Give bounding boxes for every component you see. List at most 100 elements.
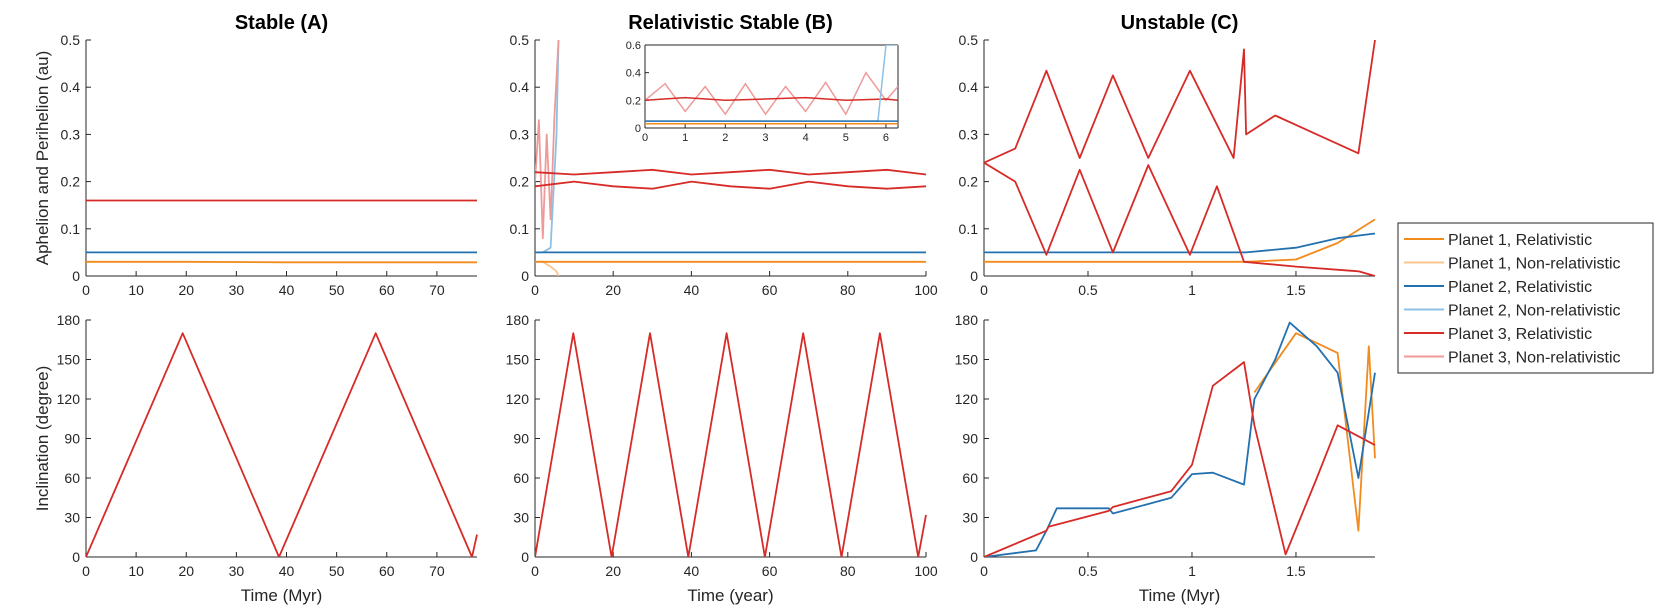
y-tick-label: 30 (64, 510, 80, 526)
legend-label: Planet 1, Relativistic (1448, 232, 1592, 249)
x-tick-label: 6 (883, 132, 889, 144)
y-tick-label: 0 (635, 123, 641, 135)
legend-label: Planet 3, Relativistic (1448, 326, 1592, 343)
x-tick-label: 10 (128, 282, 144, 298)
y-tick-label: 0 (970, 268, 978, 284)
x-tick-label: 0 (980, 563, 988, 579)
x-tick-label: 0.5 (1078, 563, 1098, 579)
x-tick-label: 60 (762, 282, 778, 298)
series-line (984, 218, 1376, 263)
y-tick-label: 60 (962, 470, 978, 486)
series-group (86, 332, 478, 557)
y-tick-label: 0.1 (61, 221, 81, 237)
y-tick-label: 0.3 (959, 126, 979, 142)
y-tick-label: 0.5 (959, 32, 979, 48)
y-axis-label: Inclination (degree) (33, 366, 52, 512)
series-group (86, 199, 477, 264)
y-tick-label: 0.2 (61, 174, 81, 190)
panel-B_bottom: 0 20 40 60 80 100 0 30 60 90 120 150 180 Time (year) (506, 312, 938, 605)
y-tick-label: 0.2 (626, 95, 641, 107)
y-tick-label: 90 (64, 431, 80, 447)
x-tick-label: 10 (128, 563, 144, 579)
series-line (1253, 332, 1376, 532)
x-tick-label: 0 (82, 563, 90, 579)
x-tick-label: 1 (1188, 563, 1196, 579)
x-tick-label: 1.5 (1286, 563, 1306, 579)
y-tick-label: 60 (513, 470, 529, 486)
x-tick-label: 50 (329, 282, 345, 298)
x-tick-label: 40 (279, 563, 295, 579)
x-axis-label: Time (Myr) (241, 586, 323, 605)
y-tick-label: 120 (955, 391, 979, 407)
y-tick-label: 120 (506, 391, 530, 407)
x-tick-label: 0.5 (1078, 282, 1098, 298)
x-tick-label: 30 (229, 563, 245, 579)
legend: Planet 1, Relativistic Planet 1, Non-rela… (1397, 222, 1654, 374)
y-tick-label: 0 (72, 268, 80, 284)
inset-background (645, 45, 898, 128)
y-tick-label: 90 (962, 431, 978, 447)
y-tick-label: 150 (506, 352, 530, 368)
series-line (984, 321, 1376, 557)
y-tick-label: 0 (521, 549, 529, 565)
series-line (984, 39, 1376, 164)
x-tick-label: 20 (605, 563, 621, 579)
series-line (535, 168, 927, 176)
y-tick-label: 0.4 (61, 79, 81, 95)
x-tick-label: 0 (531, 563, 539, 579)
y-tick-label: 0.2 (510, 174, 530, 190)
y-tick-label: 0.4 (626, 68, 641, 80)
x-tick-label: 60 (379, 282, 395, 298)
y-tick-label: 0 (521, 268, 529, 284)
x-tick-label: 1.5 (1286, 282, 1306, 298)
inset-plot: 0 1 2 3 4 5 6 0 0.2 0.4 0.6 (626, 40, 899, 144)
y-tick-label: 0 (970, 549, 978, 565)
x-tick-label: 20 (605, 282, 621, 298)
series-group (984, 321, 1376, 557)
legend-label: Planet 1, Non-relativistic (1448, 256, 1621, 273)
y-tick-label: 150 (57, 352, 81, 368)
series-group (535, 39, 927, 276)
x-tick-label: 40 (684, 563, 700, 579)
y-tick-label: 30 (962, 510, 978, 526)
x-tick-label: 0 (531, 282, 539, 298)
y-tick-label: 0 (72, 549, 80, 565)
x-tick-label: 80 (840, 282, 856, 298)
y-tick-label: 180 (955, 312, 979, 328)
y-tick-label: 0.5 (61, 32, 81, 48)
legend-label: Planet 2, Non-relativistic (1448, 303, 1621, 320)
series-line (984, 361, 1376, 557)
series-line (984, 232, 1376, 254)
series-line (535, 39, 560, 240)
x-tick-label: 2 (722, 132, 728, 144)
y-tick-label: 0.5 (510, 32, 530, 48)
x-tick-label: 20 (178, 282, 194, 298)
panel-title: Relativistic Stable (B) (628, 12, 833, 34)
y-tick-label: 120 (57, 391, 81, 407)
x-axis-label: Time (year) (687, 586, 773, 605)
x-tick-label: 30 (229, 282, 245, 298)
panel-B_top: 0 20 40 60 80 10000.10.20.30.40.5Relativistic… (510, 12, 938, 298)
y-tick-label: 180 (57, 312, 81, 328)
x-tick-label: 70 (429, 282, 445, 298)
series-line (535, 260, 560, 276)
panel-title: Unstable (C) (1121, 12, 1239, 34)
x-tick-label: 70 (429, 563, 445, 579)
y-tick-label: 0.1 (959, 221, 979, 237)
y-tick-label: 0.1 (510, 221, 530, 237)
x-tick-label: 40 (279, 282, 295, 298)
series-line (86, 260, 477, 264)
x-tick-label: 4 (803, 132, 809, 144)
x-tick-label: 60 (379, 563, 395, 579)
series-line (984, 161, 1376, 276)
x-tick-label: 50 (329, 563, 345, 579)
y-tick-label: 0.6 (626, 40, 641, 52)
x-tick-label: 0 (980, 282, 988, 298)
panel-title: Stable (A) (235, 12, 328, 34)
panel-C_top: 0 0.5 1 1.5 0 0.1 0.2 0.3 0.4 0.5 Unstable (C) (959, 12, 1376, 298)
panel-A_top: 0 10 20 30 40 50 60 70 0 0.1 0.2 0.3 0.4 0.5 Stable (A… (33, 12, 477, 298)
x-axis-label: Time (Myr) (1139, 586, 1221, 605)
series-group (535, 332, 927, 557)
